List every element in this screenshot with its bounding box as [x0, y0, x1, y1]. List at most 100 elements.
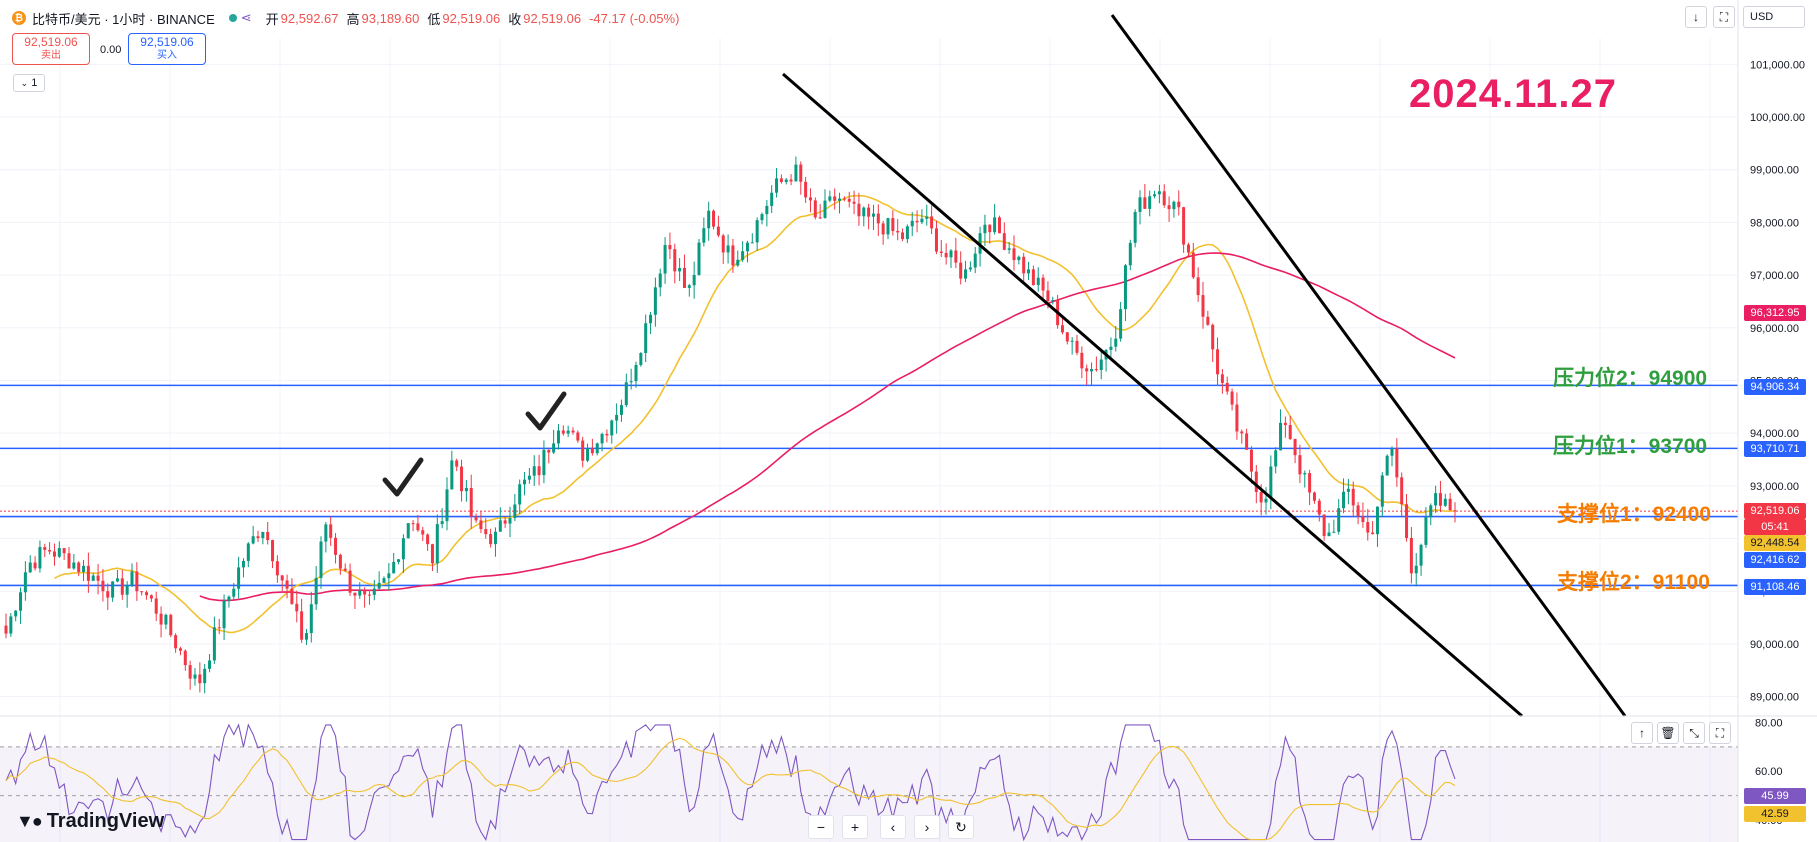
candle	[353, 592, 357, 610]
candle-body	[1031, 269, 1035, 286]
candle-body	[634, 364, 638, 382]
scroll-right-icon[interactable]: ›	[914, 815, 940, 839]
candle	[1153, 190, 1157, 199]
ma-slow-price-tag: 96,312.95	[1744, 305, 1806, 321]
candle-body	[227, 596, 231, 601]
candle	[901, 228, 905, 242]
candle	[615, 403, 619, 434]
currency-select[interactable]: USD	[1743, 6, 1805, 28]
brand-name: TradingView	[46, 810, 165, 832]
download-icon[interactable]: ↓	[1685, 6, 1707, 28]
candle-body	[988, 224, 992, 233]
candle-body	[1414, 565, 1418, 574]
candle	[1366, 508, 1370, 541]
sell-button[interactable]: 92,519.06 卖出	[12, 33, 90, 65]
candle-body	[489, 534, 493, 545]
candle-body	[493, 531, 497, 545]
candle	[1303, 470, 1307, 488]
candle-body	[290, 588, 294, 604]
candle-body	[1046, 290, 1050, 302]
fullscreen-icon[interactable]: ⛶	[1713, 6, 1735, 28]
symbol-title[interactable]: 比特币/美元 · 1小时 · BINANCE	[32, 11, 215, 27]
candle	[571, 427, 575, 435]
candle-body	[1443, 498, 1447, 506]
candle-body	[304, 633, 308, 640]
ma-fast-price-tag: 92,448.54	[1744, 535, 1806, 551]
candle-body	[1327, 532, 1331, 537]
candle-body	[964, 269, 968, 279]
candle	[644, 314, 648, 362]
low-label: 低	[427, 11, 441, 27]
candle	[1099, 349, 1103, 380]
y-tick-label: 94,000.00	[1750, 428, 1799, 440]
candle-body	[600, 433, 604, 444]
maximize-pane-icon[interactable]: ⛶	[1709, 722, 1731, 744]
candle	[1182, 206, 1186, 253]
buy-label: 买入	[157, 50, 177, 61]
tradingview-logo[interactable]: ▼● TradingView	[16, 810, 164, 833]
candle	[178, 646, 182, 656]
candle	[813, 197, 817, 220]
candle-body	[1288, 425, 1292, 439]
collapse-indicators-button[interactable]: ⌄ 1	[13, 74, 45, 92]
zoom-out-icon[interactable]: −	[808, 815, 834, 839]
candle	[1216, 337, 1220, 386]
open-value: 92,592.67	[280, 10, 339, 26]
candle-body	[867, 207, 871, 217]
candle	[251, 525, 255, 545]
candle	[581, 436, 585, 468]
candle	[934, 220, 938, 255]
candle	[968, 261, 972, 272]
candle-body	[639, 353, 643, 365]
candle-body	[905, 226, 909, 240]
y-tick-label: 93,000.00	[1750, 481, 1799, 493]
candles	[4, 156, 1457, 694]
trash-icon[interactable]: 🗑	[1657, 722, 1679, 744]
candle	[498, 507, 502, 532]
candle-body	[14, 610, 18, 617]
candle-body	[532, 466, 536, 476]
candle	[925, 204, 929, 226]
buy-button[interactable]: 92,519.06 买入	[128, 33, 206, 65]
candle-body	[188, 665, 192, 679]
candle	[871, 204, 875, 230]
reset-chart-icon[interactable]: ↻	[948, 815, 974, 839]
scroll-left-icon[interactable]: ‹	[880, 815, 906, 839]
candle	[149, 594, 153, 603]
candle	[479, 511, 483, 534]
candle	[72, 554, 76, 570]
candle	[115, 569, 119, 583]
candle	[290, 578, 294, 605]
candle-body	[353, 592, 357, 596]
spread-value: 0.00	[100, 44, 122, 56]
candle	[246, 542, 250, 568]
candle	[1327, 522, 1331, 537]
candle-body	[1114, 338, 1118, 347]
candle-body	[527, 475, 531, 480]
candle	[876, 204, 880, 237]
candle-body	[552, 443, 556, 453]
candle-body	[1022, 256, 1026, 274]
candle	[741, 241, 745, 263]
zoom-in-icon[interactable]: +	[842, 815, 868, 839]
move-up-icon[interactable]: ↑	[1631, 722, 1653, 744]
candle	[96, 564, 100, 595]
candle	[833, 188, 837, 210]
collapse-pane-icon[interactable]: ⤡	[1683, 722, 1705, 744]
candle	[241, 558, 245, 578]
checkmark-icon	[525, 391, 567, 431]
candle-body	[309, 604, 313, 634]
share-icon[interactable]: ⋖	[240, 10, 252, 25]
candle-body	[828, 196, 832, 201]
candle-body	[518, 484, 522, 505]
candle	[1119, 301, 1123, 342]
candle	[1201, 282, 1205, 329]
candle-body	[57, 548, 61, 557]
candle	[663, 237, 667, 284]
candle-body	[775, 178, 779, 193]
candle	[799, 161, 803, 195]
candle	[52, 543, 56, 566]
candle	[57, 541, 61, 558]
candle	[120, 569, 124, 600]
